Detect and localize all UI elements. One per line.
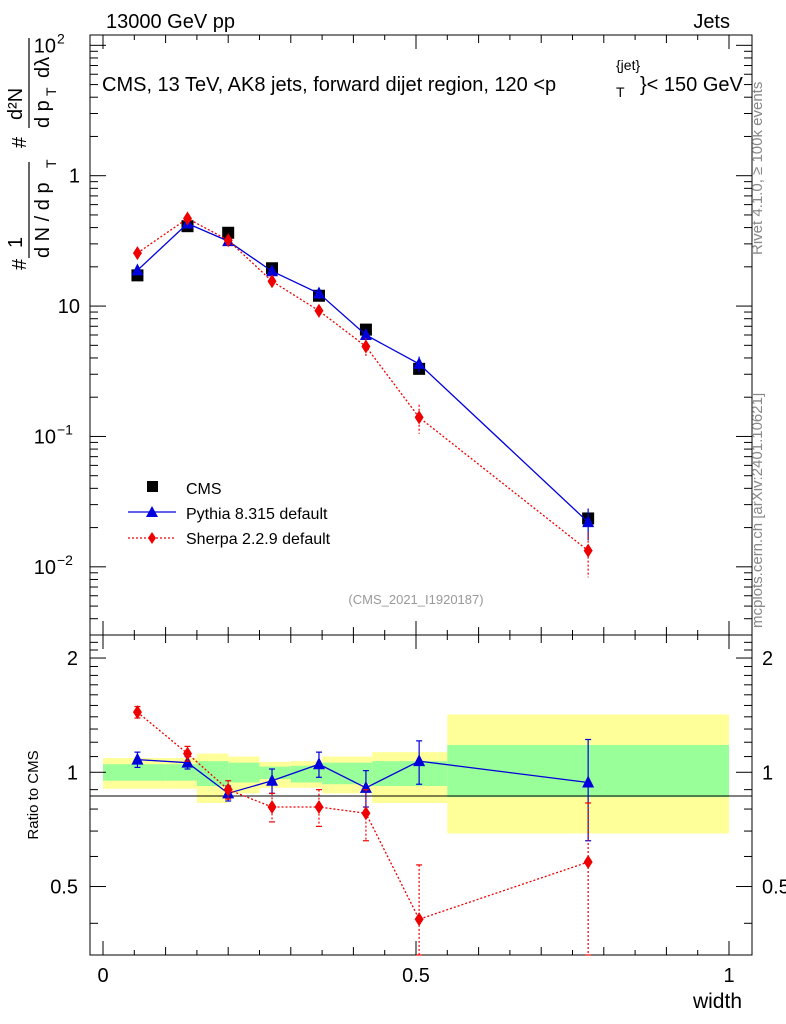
data-point-pythia — [266, 264, 279, 277]
legend: CMS Pythia 8.315 default Sherpa 2.2.9 de… — [128, 481, 331, 548]
x-tick-label: 0 — [97, 965, 108, 987]
ratio-point-pythia — [266, 773, 279, 786]
ratio-point-sherpa — [267, 800, 277, 815]
title-text: CMS, 13 TeV, AK8 jets, forward dijet reg… — [102, 74, 556, 96]
band-inner — [103, 764, 166, 781]
ratio-point-sherpa — [223, 782, 233, 797]
data-point-sherpa — [414, 410, 424, 425]
legend-marker-pythia — [146, 506, 158, 517]
legend-marker-sherpa — [148, 532, 156, 544]
y-tick-label: 1 — [69, 166, 80, 188]
y-tick-label: 10 — [58, 296, 80, 318]
y-tick-label-exponent: 2 — [57, 30, 65, 46]
ylabel-dN: d N / d p — [32, 182, 54, 258]
band-inner — [322, 762, 373, 785]
ylabel-one: 1 — [5, 237, 27, 248]
plot-title: CMS, 13 TeV, AK8 jets, forward dijet reg… — [102, 57, 744, 100]
y-tick-label: 10 — [34, 426, 56, 448]
ratio-y-tick-label: 0.5 — [50, 877, 78, 899]
data-point-pythia — [413, 356, 426, 369]
ylabel-dlambda: dλ — [32, 57, 54, 78]
legend-label-cms: CMS — [186, 481, 222, 498]
ylabel-hash: # — [9, 258, 31, 270]
band-inner — [165, 764, 197, 781]
series-line-sherpa — [137, 217, 589, 552]
title-superscript: {jet} — [616, 57, 640, 73]
side-text-rivet: Rivet 4.1.0, ≥ 100k events — [749, 82, 766, 255]
data-point-sherpa — [132, 246, 142, 261]
y-tick-label-exponent: −2 — [57, 552, 73, 568]
ratio-line-sherpa — [137, 711, 589, 921]
ratio-point-sherpa — [414, 912, 424, 927]
data-point-sherpa — [223, 233, 233, 248]
data-point-sherpa — [583, 543, 593, 558]
title-tail: }< 150 GeV — [640, 74, 744, 96]
ratio-point-sherpa — [361, 806, 371, 821]
ratio-y-tick-label: 2 — [67, 648, 78, 670]
y-axis-label: # 1 d N / d p T # d²N d p T dλ — [5, 38, 59, 270]
legend-marker-cms — [147, 481, 158, 492]
data-point-cms — [222, 226, 235, 239]
ratio-point-pythia — [582, 775, 595, 788]
ratio-point-sherpa — [314, 800, 324, 815]
ylabel-hash-2: # — [9, 136, 31, 148]
data-point-pythia — [582, 515, 595, 528]
data-point-pythia — [131, 263, 144, 276]
data-point-pythia — [359, 328, 372, 340]
data-point-sherpa — [183, 211, 193, 226]
y-tick-label: 10 — [34, 35, 56, 57]
ratio-y-tick-label: 1 — [67, 762, 78, 784]
data-point-pythia — [312, 286, 325, 299]
ratio-bands — [103, 714, 729, 834]
ratio-point-sherpa — [583, 855, 593, 870]
ratio-point-pythia — [413, 754, 426, 767]
title-subscript: T — [616, 84, 625, 100]
x-tick-label: 0.5 — [402, 965, 430, 987]
ratio-y-label: Ratio to CMS — [25, 750, 42, 839]
data-point-sherpa — [314, 303, 324, 318]
x-axis-label: width — [692, 990, 742, 1013]
ratio-point-pythia — [131, 752, 144, 765]
band-inner — [259, 766, 291, 780]
header-left: 13000 GeV pp — [106, 11, 235, 33]
ratio-y-tick-label-right: 1 — [762, 762, 773, 784]
ylabel-dpT-sub: T — [43, 87, 59, 96]
y-tick-label: 10 — [34, 557, 56, 579]
ratio-point-pythia — [312, 757, 325, 770]
ratio-y-tick-label-right: 0.5 — [762, 877, 786, 899]
ratio-point-sherpa — [132, 705, 142, 720]
ylabel-d2N: d²N — [5, 88, 27, 120]
ratio-y-tick-label-right: 2 — [762, 648, 773, 670]
header-right: Jets — [693, 11, 730, 33]
ylabel-dN-sub: T — [43, 159, 59, 168]
analysis-id: (CMS_2021_I1920187) — [348, 592, 483, 607]
band-inner — [228, 762, 260, 783]
ratio-line-pythia — [137, 758, 589, 795]
data-point-sherpa — [267, 274, 277, 289]
ylabel-dpT: d p — [32, 100, 54, 128]
legend-label-pythia: Pythia 8.315 default — [186, 506, 328, 523]
data-point-sherpa — [361, 339, 371, 354]
legend-label-sherpa: Sherpa 2.2.9 default — [186, 531, 331, 548]
main-series — [131, 211, 595, 578]
side-text-mcplots: mcplots.cern.ch [arXiv:2401.10621] — [749, 393, 766, 628]
ratio-point-sherpa — [183, 746, 193, 761]
y-tick-label-exponent: −1 — [57, 421, 73, 437]
x-tick-label: 1 — [723, 965, 734, 987]
ratio-series — [131, 705, 595, 956]
series-line-pythia — [136, 222, 589, 523]
band-inner — [290, 765, 323, 783]
